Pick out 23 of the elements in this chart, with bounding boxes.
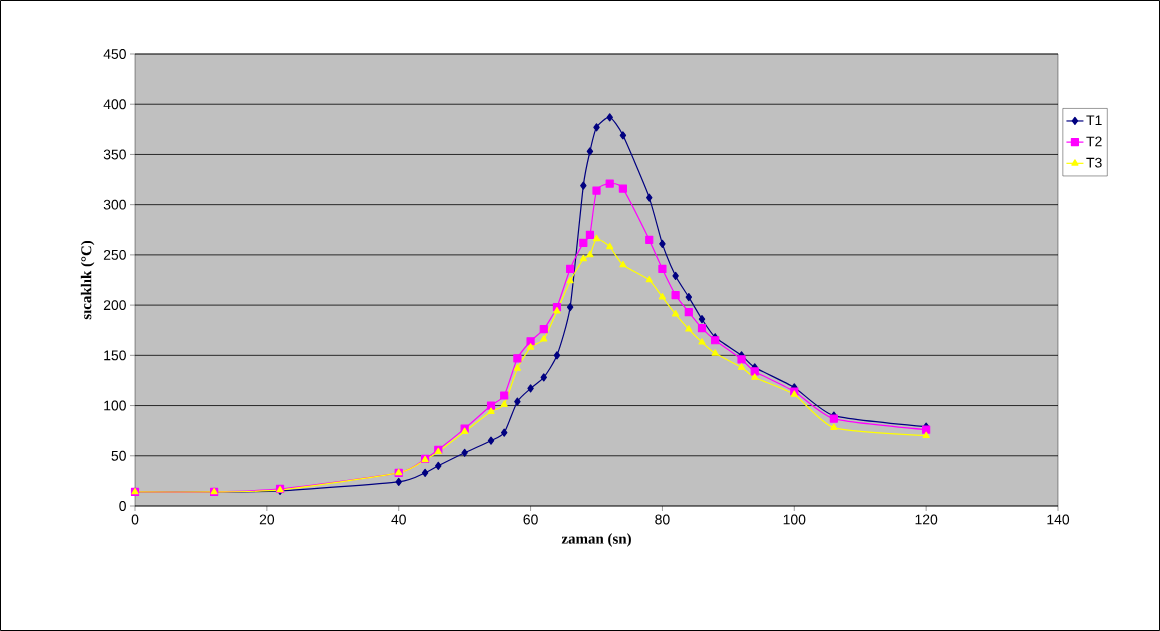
y-tick-label: 200	[103, 300, 126, 311]
y-tick-label: 0	[119, 501, 126, 511]
legend-label: T2	[1086, 136, 1102, 147]
y-axis-title: sıcaklık (°C)	[80, 240, 95, 320]
x-tick-label: 60	[523, 514, 538, 525]
y-tick-label: 250	[103, 249, 126, 260]
x-tick-label: 120	[915, 514, 938, 525]
y-tick-label: 300	[103, 199, 126, 210]
y-tick-label: 50	[111, 450, 126, 461]
y-tick-label: 450	[103, 49, 126, 59]
x-tick-label: 140	[1047, 514, 1070, 525]
y-tick-label: 150	[104, 350, 126, 361]
x-axis-title: zaman (sn)	[561, 533, 631, 547]
x-tick-label: 20	[259, 514, 275, 525]
legend-label: T1	[1086, 115, 1102, 126]
y-tick-label: 350	[103, 149, 126, 160]
legend-label: T3	[1086, 157, 1102, 168]
x-tick-label: 40	[391, 514, 406, 525]
y-tick-label: 400	[103, 99, 126, 110]
x-tick-label: 0	[131, 514, 139, 525]
x-tick-label: 80	[655, 514, 670, 525]
x-tick-label: 100	[783, 514, 806, 525]
y-tick-label: 100	[104, 400, 126, 411]
